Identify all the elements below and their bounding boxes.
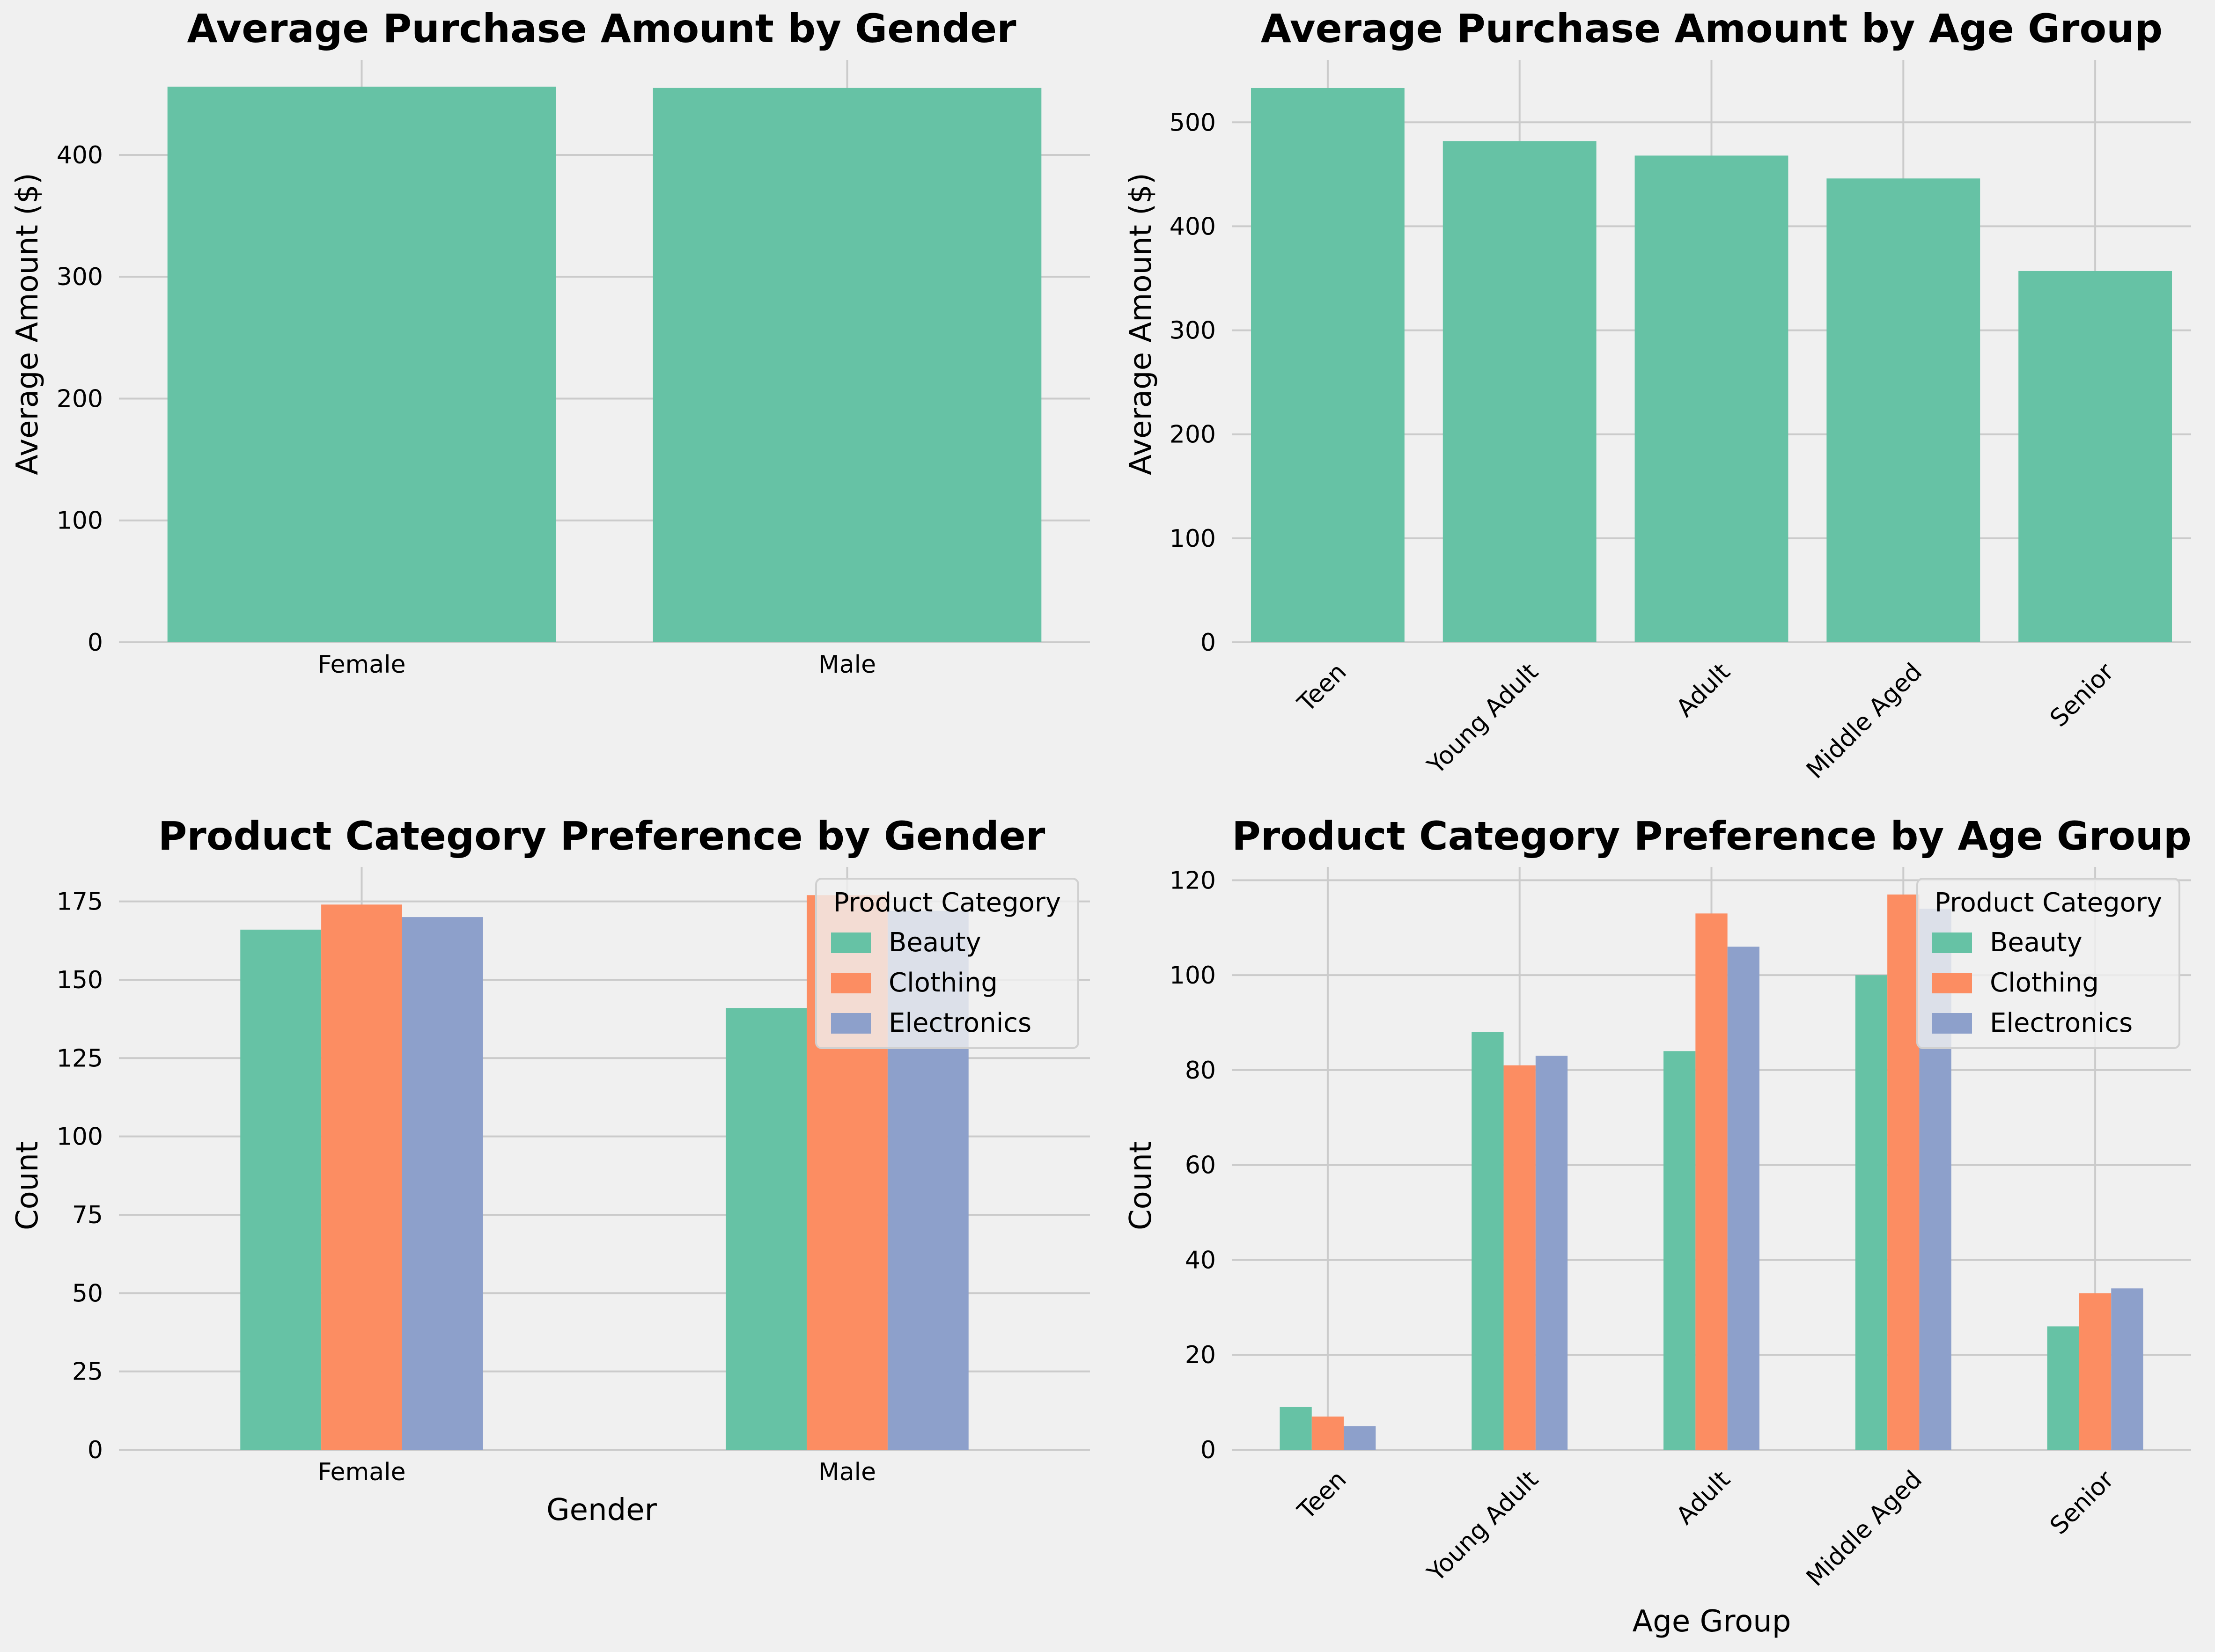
bar-clothing-middle-aged bbox=[1887, 894, 1920, 1450]
legend-label-electronics: Electronics bbox=[1990, 1008, 2133, 1038]
bar-adult bbox=[1634, 155, 1788, 642]
y-tick-label: 400 bbox=[1170, 213, 1216, 241]
bar-clothing-young-adult bbox=[1503, 1065, 1536, 1450]
y-tick-label: 100 bbox=[1170, 962, 1216, 990]
bar-female bbox=[167, 87, 556, 642]
y-tick-label: 20 bbox=[1185, 1341, 1216, 1369]
x-axis-label: Gender bbox=[546, 1493, 657, 1527]
x-tick-label: Male bbox=[818, 651, 876, 679]
y-tick-label: 100 bbox=[57, 1123, 103, 1151]
bar-beauty-teen bbox=[1280, 1407, 1312, 1450]
bar-beauty-adult bbox=[1663, 1051, 1696, 1450]
y-tick-label: 125 bbox=[57, 1044, 103, 1072]
y-tick-label: 150 bbox=[57, 966, 103, 994]
y-tick-label: 300 bbox=[1170, 317, 1216, 345]
legend-title: Product Category bbox=[1935, 888, 2162, 918]
chart-title: Product Category Preference by Gender bbox=[158, 813, 1045, 859]
legend-swatch-beauty bbox=[831, 932, 871, 953]
y-tick-label: 200 bbox=[57, 385, 103, 413]
y-axis-label: Average Amount ($) bbox=[10, 173, 45, 475]
x-tick-label: Male bbox=[818, 1458, 876, 1486]
legend-label-beauty: Beauty bbox=[889, 927, 981, 958]
panel-avg-amount-by-gender: 0 100 200 300 400 Female Male Average Purchase … bbox=[10, 6, 1090, 679]
y-tick-label: 120 bbox=[1170, 866, 1216, 895]
y-tick-label: 0 bbox=[88, 1436, 103, 1464]
y-tick-label: 60 bbox=[1185, 1152, 1216, 1180]
bar-senior bbox=[2018, 271, 2172, 642]
chart-title: Average Purchase Amount by Age Group bbox=[1261, 6, 2163, 51]
legend-swatch-electronics bbox=[1932, 1013, 1972, 1034]
x-tick-label: Female bbox=[317, 651, 405, 679]
y-tick-label: 300 bbox=[57, 263, 103, 291]
bar-electronics-female bbox=[402, 917, 483, 1450]
legend-label-clothing: Clothing bbox=[1990, 968, 2099, 998]
legend: Product Category Beauty Clothing Electronic… bbox=[1916, 878, 2180, 1049]
bar-male bbox=[653, 88, 1042, 642]
bar-beauty-young-adult bbox=[1472, 1032, 1504, 1450]
bar-electronics-adult bbox=[1727, 947, 1759, 1450]
bar-beauty-middle-aged bbox=[1855, 975, 1888, 1450]
y-tick-label: 200 bbox=[1170, 421, 1216, 449]
y-tick-label: 0 bbox=[1200, 629, 1216, 657]
y-tick-label: 40 bbox=[1185, 1246, 1216, 1274]
y-tick-label: 100 bbox=[1170, 525, 1216, 553]
bar-beauty-male bbox=[726, 1008, 807, 1450]
legend: Product Category Beauty Clothing Electronic… bbox=[815, 878, 1079, 1049]
bar-electronics-senior bbox=[2111, 1288, 2143, 1450]
bar-beauty-female bbox=[240, 929, 322, 1450]
legend-swatch-electronics bbox=[831, 1013, 871, 1034]
y-axis-label: Average Amount ($) bbox=[1124, 173, 1158, 475]
legend-frame bbox=[1916, 878, 2180, 1049]
legend-swatch-clothing bbox=[831, 973, 871, 993]
bar-clothing-female bbox=[321, 904, 402, 1450]
y-tick-label: 25 bbox=[72, 1358, 103, 1386]
x-tick-label: Female bbox=[317, 1458, 405, 1486]
x-axis-label: Age Group bbox=[1633, 1604, 1791, 1639]
bar-clothing-senior bbox=[2079, 1293, 2112, 1450]
y-tick-label: 50 bbox=[72, 1279, 103, 1307]
y-tick-label: 80 bbox=[1185, 1057, 1216, 1085]
bar-clothing-adult bbox=[1695, 913, 1728, 1450]
y-tick-label: 175 bbox=[57, 888, 103, 916]
y-tick-label: 0 bbox=[1200, 1436, 1216, 1464]
y-tick-label: 100 bbox=[57, 507, 103, 535]
bar-middle-aged bbox=[1826, 178, 1980, 642]
y-tick-label: 400 bbox=[57, 141, 103, 169]
chart-title: Product Category Preference by Age Group bbox=[1232, 813, 2192, 859]
legend-label-beauty: Beauty bbox=[1990, 927, 2083, 958]
bar-teen bbox=[1251, 88, 1405, 643]
chart-title: Average Purchase Amount by Gender bbox=[187, 6, 1016, 51]
bar-beauty-senior bbox=[2047, 1326, 2079, 1450]
legend-title: Product Category bbox=[833, 888, 1061, 918]
y-tick-label: 0 bbox=[88, 629, 103, 657]
y-axis-label: Count bbox=[10, 1141, 45, 1230]
legend-label-electronics: Electronics bbox=[889, 1008, 1031, 1038]
bar-electronics-young-adult bbox=[1535, 1056, 1568, 1450]
panel-category-preference-by-gender: 0 25 50 75 100 125 150 175 Female Male Product Cat… bbox=[10, 813, 1090, 1527]
legend-label-clothing: Clothing bbox=[889, 968, 998, 998]
bar-young-adult bbox=[1442, 141, 1597, 642]
bar-clothing-teen bbox=[1311, 1417, 1344, 1450]
legend-swatch-clothing bbox=[1932, 973, 1972, 993]
y-tick-label: 75 bbox=[72, 1201, 103, 1229]
legend-frame bbox=[815, 878, 1079, 1049]
legend-swatch-beauty bbox=[1932, 932, 1972, 953]
y-tick-label: 500 bbox=[1170, 109, 1216, 137]
y-axis-label: Count bbox=[1124, 1141, 1158, 1230]
bar-electronics-teen bbox=[1344, 1426, 1376, 1450]
